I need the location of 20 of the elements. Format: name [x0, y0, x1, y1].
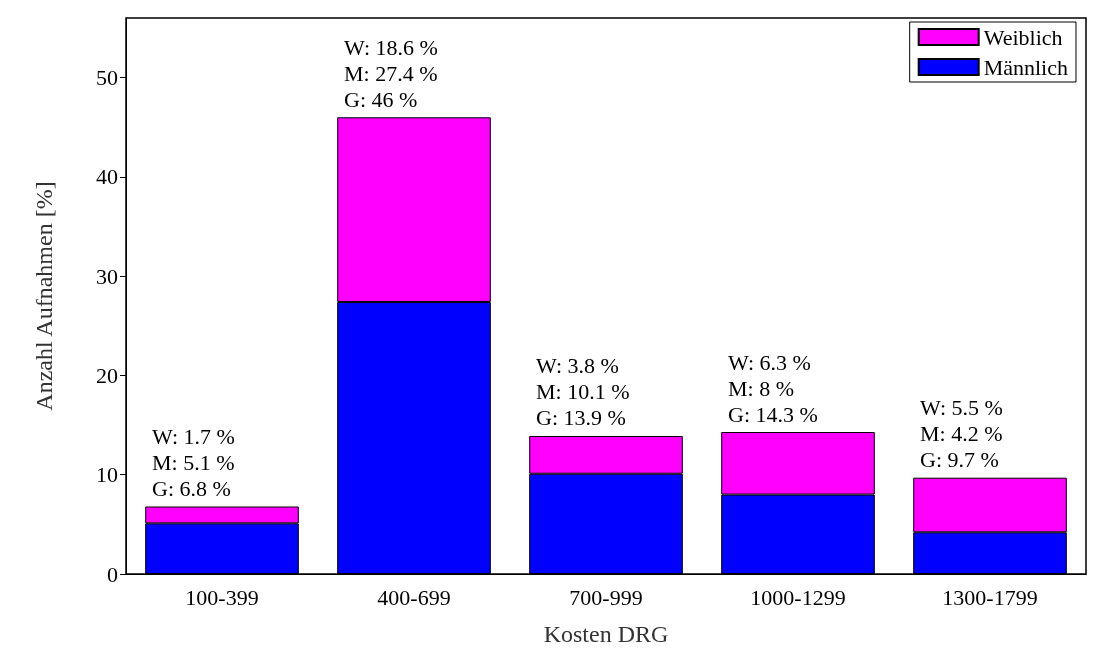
- x-tick-label: 700-999: [569, 584, 643, 610]
- x-tick-label: 1000-1299: [750, 584, 846, 610]
- y-tick-label: 50: [96, 65, 118, 91]
- y-tick-label: 40: [96, 164, 118, 190]
- y-tick-label: 20: [96, 362, 118, 388]
- total-label: W: 5.5 % M: 4.2 % G: 9.7 %: [920, 395, 1003, 473]
- total-label: W: 18.6 % M: 27.4 % G: 46 %: [344, 34, 438, 112]
- y-tick-label: 30: [96, 263, 118, 289]
- x-axis-title: Kosten DRG: [543, 621, 669, 647]
- x-tick-label: 400-699: [377, 584, 451, 610]
- x-tick-label: 100-399: [185, 584, 259, 610]
- y-tick-label: 10: [96, 462, 118, 488]
- legend-label: Weiblich: [983, 24, 1063, 50]
- x-tick-label: 1300-1799: [942, 584, 1038, 610]
- y-axis-title: Anzahl Aufnahmen [%]: [31, 181, 57, 411]
- y-tick-label: 0: [107, 561, 118, 587]
- total-label: W: 1.7 % M: 5.1 % G: 6.8 %: [152, 423, 235, 501]
- total-label: W: 3.8 % M: 10.1 % G: 13.9 %: [536, 353, 630, 431]
- legend-label: Männlich: [983, 54, 1069, 80]
- total-label: W: 6.3 % M: 8 % G: 14.3 %: [728, 349, 818, 427]
